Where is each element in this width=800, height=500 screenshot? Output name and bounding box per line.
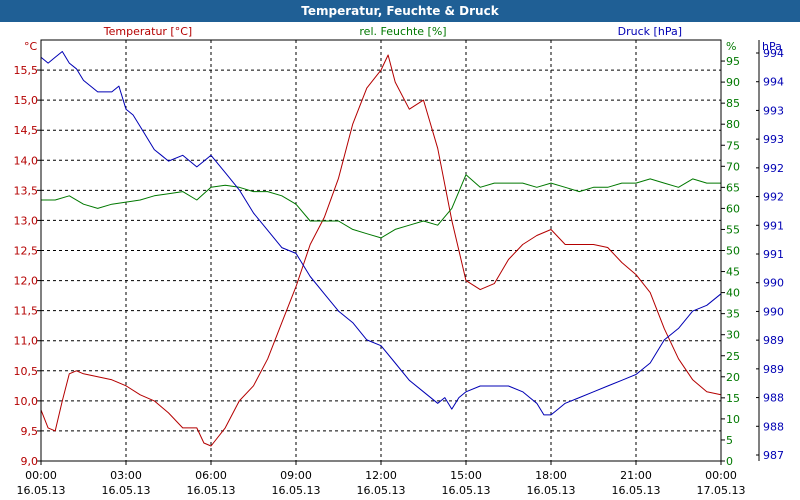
grid bbox=[41, 40, 721, 461]
window-title: Temperatur, Feuchte & Druck bbox=[0, 0, 800, 22]
y-tick-label-humidity: 70 bbox=[726, 160, 740, 173]
series-group bbox=[40, 51, 722, 447]
y-tick-label-humidity: 45 bbox=[726, 266, 740, 279]
y-tick-label-humidity: 0 bbox=[726, 455, 733, 468]
y-tick-label-humidity: 75 bbox=[726, 139, 740, 152]
series-pressure-line bbox=[40, 51, 722, 416]
y-tick-label-temperature: 12,0 bbox=[14, 275, 39, 288]
x-tick-label-time: 15:00 bbox=[450, 469, 482, 482]
y-tick-label-humidity: 25 bbox=[726, 350, 740, 363]
y-tick-label-humidity: 90 bbox=[726, 76, 740, 89]
x-tick-label-date: 16.05.13 bbox=[442, 484, 491, 497]
y-tick-label-humidity: 10 bbox=[726, 413, 740, 426]
y-tick-label-temperature: 9,0 bbox=[21, 455, 39, 468]
x-tick-label-date: 16.05.13 bbox=[357, 484, 406, 497]
y-tick-label-temperature: 10,5 bbox=[14, 365, 39, 378]
y-tick-label-humidity: 15 bbox=[726, 392, 740, 405]
y-tick-label-pressure: 993 bbox=[763, 104, 784, 117]
unit-humidity: % bbox=[726, 40, 736, 53]
x-tick-label-date: 17.05.13 bbox=[697, 484, 746, 497]
x-tick-label-date: 16.05.13 bbox=[612, 484, 661, 497]
y-tick-label-pressure: 990 bbox=[763, 305, 784, 318]
x-tick-label-date: 16.05.13 bbox=[527, 484, 576, 497]
y-tick-label-pressure: 992 bbox=[763, 162, 784, 175]
x-tick-label-date: 16.05.13 bbox=[272, 484, 321, 497]
legend-pressure: Druck [hPa] bbox=[618, 25, 682, 38]
y-tick-label-temperature: 12,5 bbox=[14, 245, 39, 258]
x-tick-label-date: 16.05.13 bbox=[102, 484, 151, 497]
x-tick-label-time: 00:00 bbox=[705, 469, 737, 482]
y-tick-label-pressure: 991 bbox=[763, 248, 784, 261]
unit-pressure: hPa bbox=[762, 40, 782, 53]
y-tick-label-humidity: 65 bbox=[726, 181, 740, 194]
series-humidity-line bbox=[41, 174, 721, 239]
y-tick-label-pressure: 993 bbox=[763, 133, 784, 146]
x-tick-label-time: 12:00 bbox=[365, 469, 397, 482]
legend-temperature: Temperatur [°C] bbox=[103, 25, 192, 38]
y-tick-label-temperature: 11,5 bbox=[14, 305, 39, 318]
y-tick-label-temperature: 10,0 bbox=[14, 395, 39, 408]
y-tick-label-pressure: 988 bbox=[763, 420, 784, 433]
y-tick-label-humidity: 20 bbox=[726, 371, 740, 384]
x-tick-label-time: 18:00 bbox=[535, 469, 567, 482]
y-tick-label-humidity: 85 bbox=[726, 97, 740, 110]
y-tick-label-temperature: 13,5 bbox=[14, 184, 39, 197]
y-tick-label-humidity: 80 bbox=[726, 118, 740, 131]
y-tick-label-temperature: 14,5 bbox=[14, 124, 39, 137]
x-tick-label-time: 00:00 bbox=[25, 469, 57, 482]
x-tick-label-time: 06:00 bbox=[195, 469, 227, 482]
y-tick-label-pressure: 994 bbox=[763, 76, 784, 89]
y-tick-label-humidity: 30 bbox=[726, 329, 740, 342]
y-tick-label-pressure: 987 bbox=[763, 449, 784, 462]
x-tick-label-time: 09:00 bbox=[280, 469, 312, 482]
legend-humidity: rel. Feuchte [%] bbox=[359, 25, 446, 38]
y-tick-label-temperature: 11,0 bbox=[14, 335, 39, 348]
y-tick-label-humidity: 60 bbox=[726, 202, 740, 215]
y-tick-label-humidity: 35 bbox=[726, 308, 740, 321]
series-temperature-line bbox=[40, 54, 722, 447]
axes: 00:00 16.05.13 03:00 16.05.13 06:00 16.05.13 0… bbox=[14, 40, 784, 497]
y-tick-label-pressure: 989 bbox=[763, 334, 784, 347]
x-tick-label-date: 16.05.13 bbox=[187, 484, 236, 497]
y-tick-label-temperature: 13,0 bbox=[14, 214, 39, 227]
y-tick-label-humidity: 95 bbox=[726, 55, 740, 68]
x-tick-label-date: 16.05.13 bbox=[17, 484, 66, 497]
y-tick-label-pressure: 990 bbox=[763, 277, 784, 290]
y-tick-label-temperature: 15,0 bbox=[14, 94, 39, 107]
y-tick-label-pressure: 988 bbox=[763, 392, 784, 405]
y-tick-label-humidity: 55 bbox=[726, 223, 740, 236]
y-tick-label-temperature: 15,5 bbox=[14, 64, 39, 77]
x-tick-label-time: 21:00 bbox=[620, 469, 652, 482]
y-tick-label-temperature: 9,5 bbox=[21, 425, 39, 438]
y-tick-label-pressure: 994 bbox=[763, 47, 784, 60]
y-tick-label-humidity: 5 bbox=[726, 434, 733, 447]
y-tick-label-pressure: 989 bbox=[763, 363, 784, 376]
y-tick-label-temperature: 14,0 bbox=[14, 154, 39, 167]
y-tick-label-humidity: 40 bbox=[726, 287, 740, 300]
x-tick-label-time: 03:00 bbox=[110, 469, 142, 482]
y-tick-label-pressure: 991 bbox=[763, 219, 784, 232]
unit-temperature: °C bbox=[24, 40, 38, 53]
y-tick-label-pressure: 992 bbox=[763, 191, 784, 204]
y-tick-label-humidity: 50 bbox=[726, 245, 740, 258]
